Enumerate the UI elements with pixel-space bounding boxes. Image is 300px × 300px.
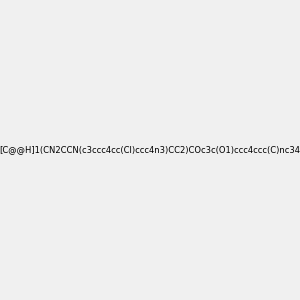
Text: [C@@H]1(CN2CCN(c3ccc4cc(Cl)ccc4n3)CC2)COc3c(O1)ccc4ccc(C)nc34: [C@@H]1(CN2CCN(c3ccc4cc(Cl)ccc4n3)CC2)CO… bbox=[0, 146, 300, 154]
